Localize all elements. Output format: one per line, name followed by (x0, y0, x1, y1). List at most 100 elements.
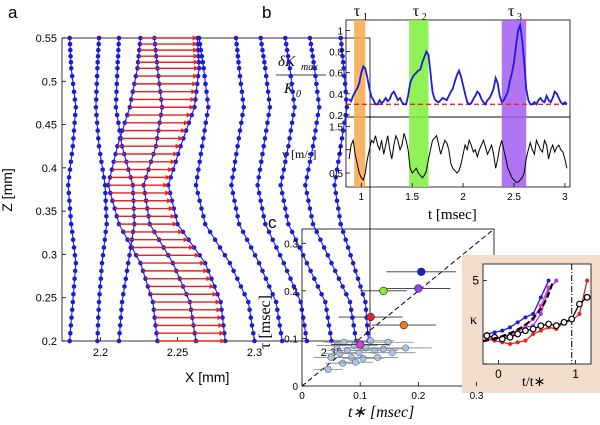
panel-a-chain-bead (232, 198, 237, 204)
panel-a-chain-bead (171, 206, 177, 211)
panel-a-force-arrowhead (181, 128, 187, 134)
panel-a-chain-bead (227, 260, 233, 266)
inset-marker (508, 325, 512, 330)
panel-a-chain-bead (96, 315, 101, 320)
panel-a-chain-bead (183, 128, 189, 133)
panel-a-chain-bead (70, 237, 76, 242)
panel-a-chain-bead (235, 143, 240, 149)
panel-a-chain-bead (98, 276, 104, 282)
panel-a-chain-bead (72, 97, 78, 102)
panel-b-band-label: τ (354, 3, 361, 20)
panel-a-chain-bead (115, 66, 120, 71)
panel-a-chain-bead (96, 47, 101, 53)
panel-a-chain-bead (67, 35, 72, 41)
panel-a-chain-bead (68, 59, 74, 65)
panel-a-chain-bead (69, 151, 75, 157)
panel-a-chain-bead (193, 182, 199, 188)
panel-a-chain-bead (256, 190, 262, 196)
panel-a-chain-bead (340, 53, 345, 59)
panel-a-chain-bead (195, 41, 201, 47)
panel-c-ylabel: τ [msec] (257, 295, 274, 349)
panel-a-chain-bead (336, 206, 341, 211)
inset-marker (585, 278, 590, 283)
panel-a-chain-bead (363, 299, 368, 305)
inset-open-marker (537, 322, 545, 330)
panel-a-chain-bead (96, 299, 102, 305)
panel-a-chain-bead (246, 299, 251, 305)
panel-a-chain-bead (295, 292, 300, 297)
panel-a-chain-bead (70, 143, 76, 149)
panel-a-chain-bead (221, 323, 226, 328)
inset-marker (546, 278, 551, 283)
panel-a-ytick-label: 0.2 (42, 336, 57, 348)
panel-a-chain-bead (127, 253, 132, 258)
panel-a-chain-bead (113, 97, 119, 102)
panel-a-chain-bead (363, 307, 369, 313)
panel-a-chain-bead (219, 307, 224, 313)
panel-a-force-arrowhead (192, 35, 198, 41)
panel-a-chain-bead (274, 245, 279, 250)
panel-a-chain-bead (178, 143, 183, 149)
panel-b-top-ytick-label: 1 (337, 27, 343, 38)
panel-a-chain-bead (261, 53, 266, 59)
panel-a-chain-bead (312, 136, 317, 141)
panel-a-chain-bead (138, 35, 143, 41)
panel-a-chain-bead (321, 245, 327, 250)
inset-marker (538, 295, 543, 300)
panel-a-chain-bead (197, 253, 202, 258)
panel-a-chain-bead (110, 198, 115, 204)
panel-a-chain-bead (73, 105, 79, 110)
panel-a-xtick-label: 2.3 (247, 347, 262, 359)
chart-marks: 0.20.250.30.350.40.450.50.552.2 2.25 2.3 2.… (36, 3, 591, 402)
panel-a-chain-bead (285, 53, 291, 59)
panel-a-chain-bead (166, 182, 171, 188)
panel-b-bottom-frame (345, 116, 571, 188)
panel-a-chain-bead (283, 41, 289, 47)
panel-a-chain-bead (232, 159, 238, 165)
panel-a-chain-bead (297, 245, 302, 250)
panel-a-ytick-label: 0.35 (36, 206, 57, 218)
panel-a-force-arrowhead (215, 299, 221, 305)
panel-a-chain-bead (292, 105, 297, 110)
panel-a-chain-bead (169, 198, 175, 204)
panel-a-chain-bead (336, 276, 342, 282)
panel-a-chain-bead (334, 198, 340, 204)
panel-c-gray-point (352, 358, 360, 366)
panel-a-chain-bead (95, 330, 100, 336)
panel-a-chain-bead (220, 315, 225, 320)
panel-a-chain-bead (115, 59, 120, 65)
panel-a-chain-bead (119, 307, 124, 313)
inset-open-marker (522, 327, 529, 335)
panel-a-chain-bead (329, 260, 334, 266)
panel-a-chain-bead (116, 338, 122, 344)
panel-a-chain-bead (239, 120, 244, 126)
panel-a-chain-bead (206, 105, 211, 110)
inset-open-marker (568, 315, 576, 323)
inset-open-marker (560, 318, 568, 326)
panel-a-force-arrowhead (189, 104, 195, 110)
panel-a-chain-bead (258, 35, 264, 41)
panel-a-chain-bead (125, 260, 131, 266)
panel-a-chain-bead (239, 89, 245, 94)
panel-a-force-arrowhead (212, 291, 218, 297)
panel-a-chain-bead (237, 73, 243, 79)
panel-c-inset: κ t/t∗ (462, 255, 600, 393)
panel-a-chain-bead (129, 245, 135, 250)
panel-a-chain-bead (338, 35, 344, 41)
panel-a-chain-bead (291, 112, 296, 118)
panel-c-xtick-label: 0.2 (411, 391, 425, 402)
panel-a-chain-bead (95, 323, 101, 328)
panel-a-chain-bead (324, 307, 329, 313)
panel-a-chain-bead (348, 253, 353, 258)
panel-a-chain-bead (113, 105, 119, 110)
panel-a-chain-bead (309, 214, 314, 219)
panel-a-chain-bead (337, 151, 342, 157)
panel-a-chain-bead (281, 167, 287, 172)
inset-marker (531, 332, 536, 336)
panel-a-chain-bead (173, 159, 178, 165)
panel-a-chain-bead (68, 214, 73, 219)
panel-a-chain-bead (307, 159, 313, 165)
panel-a-chain-bead (201, 214, 206, 219)
panel-b-band-sub: 3 (517, 12, 522, 23)
